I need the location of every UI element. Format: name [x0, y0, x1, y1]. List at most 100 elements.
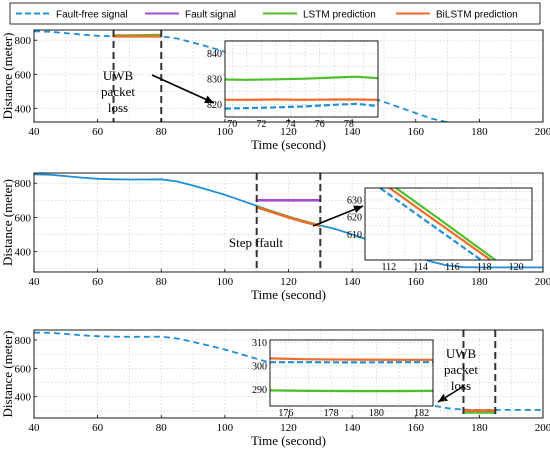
- x-tick-label: 100: [217, 126, 234, 138]
- inset-background: [365, 188, 532, 260]
- arrow-head: [353, 205, 363, 214]
- legend-label: LSTM prediction: [303, 10, 376, 21]
- x-tick-label: 120: [280, 422, 297, 434]
- x-tick-label: 120: [280, 276, 297, 288]
- inset-x-tick-label: 76: [315, 119, 325, 130]
- y-tick-label: 600: [15, 363, 32, 375]
- inset-y-tick-label: 290: [252, 385, 267, 396]
- inset-y-tick-label: 820: [207, 100, 222, 111]
- annotation-text: packet: [444, 362, 478, 377]
- y-tick-label: 600: [15, 212, 32, 224]
- inset-x-tick-label: 74: [286, 119, 296, 130]
- inset-x-tick-label: 176: [278, 408, 293, 419]
- x-tick-label: 140: [344, 126, 361, 138]
- annotation-text: UWB: [103, 68, 134, 83]
- annotation-text: packet: [101, 84, 135, 99]
- x-tick-label: 140: [344, 276, 361, 288]
- x-tick-label: 40: [29, 422, 41, 434]
- x-axis-label: Time (second): [251, 137, 326, 152]
- inset-x-tick-label: 120: [509, 262, 524, 273]
- x-tick-label: 160: [408, 422, 425, 434]
- legend-label: Fault signal: [185, 10, 236, 21]
- inset-line-lstm-prediction: [394, 188, 497, 260]
- annotation-text: UWB: [446, 346, 477, 361]
- annotation-text: loss: [451, 378, 471, 393]
- x-tick-label: 180: [471, 422, 488, 434]
- legend-label: BiLSTM prediction: [436, 10, 518, 21]
- annotation: Step ffault: [229, 205, 364, 250]
- inset-x-tick-label: 70: [227, 119, 237, 130]
- legend-item: Fault signal: [145, 10, 236, 21]
- x-tick-label: 100: [217, 276, 234, 288]
- y-tick-label: 400: [15, 392, 32, 404]
- inset-x-tick-label: 116: [445, 262, 460, 273]
- inset-x-tick-label: 112: [382, 262, 397, 273]
- x-tick-label: 120: [280, 126, 297, 138]
- inset-x-tick-label: 72: [256, 119, 266, 130]
- annotation-text: loss: [108, 100, 128, 115]
- arrow-head: [204, 95, 214, 103]
- inset-line-lstm-prediction: [270, 389, 433, 393]
- series-line-bilstm-prediction: [256, 205, 321, 228]
- chart-panel-2: 40 60 80 100 120 140 160 180 200 400 600 800 Time (s…: [0, 172, 550, 302]
- y-axis-label: Distance (meter): [0, 331, 15, 418]
- inset-y-tick-label: 840: [207, 49, 222, 60]
- inset-y-tick-label: 830: [207, 75, 222, 86]
- inset-x-tick-label: 180: [369, 408, 384, 419]
- series-line-fault-free-signal: [34, 331, 543, 411]
- y-tick-label: 400: [15, 247, 32, 259]
- x-tick-label: 80: [156, 422, 168, 434]
- x-tick-label: 40: [29, 276, 41, 288]
- inset-zoom: 70 72 74 76 78 820 830 840: [207, 40, 379, 130]
- inset-zoom: 176 178 180 182 290 300 310: [252, 330, 445, 419]
- inset-y-tick-label: 610: [347, 230, 362, 241]
- x-tick-label: 100: [217, 422, 234, 434]
- y-tick-label: 400: [15, 103, 32, 115]
- inset-line-lstm-prediction: [225, 75, 378, 81]
- x-axis-label: Time (second): [251, 433, 326, 448]
- inset-frame: [224, 40, 379, 118]
- chart-panel-1: 40 60 80 100 120 140 160 180 200 400 600 800 Time (s…: [0, 29, 550, 152]
- annotation-text: Step ffault: [229, 235, 284, 250]
- inset-x-tick-label: 114: [413, 262, 428, 273]
- x-tick-label: 80: [156, 276, 168, 288]
- x-tick-label: 160: [408, 126, 425, 138]
- inset-frame: [269, 339, 434, 407]
- inset-x-tick-label: 118: [477, 262, 492, 273]
- x-tick-label: 180: [471, 276, 488, 288]
- x-tick-label: 80: [156, 126, 168, 138]
- x-tick-label: 200: [535, 422, 550, 434]
- x-tick-label: 160: [408, 276, 425, 288]
- x-tick-label: 180: [471, 126, 488, 138]
- annotation-arrow: [151, 74, 215, 104]
- x-tick-label: 60: [92, 422, 104, 434]
- inset-x-tick-label: 178: [324, 408, 339, 419]
- legend-item: BiLSTM prediction: [396, 10, 518, 21]
- x-tick-label: 140: [344, 422, 361, 434]
- x-tick-label: 60: [92, 276, 104, 288]
- y-tick-label: 800: [15, 178, 32, 190]
- inset-background: [270, 340, 433, 406]
- x-tick-label: 200: [535, 276, 550, 288]
- inset-line-fault-free-signal: [378, 188, 482, 260]
- inset-y-tick-label: 620: [347, 213, 362, 224]
- y-axis-label: Distance (meter): [0, 179, 15, 266]
- legend-item: LSTM prediction: [263, 10, 376, 21]
- x-tick-label: 60: [92, 126, 104, 138]
- inset-y-tick-label: 310: [252, 338, 267, 349]
- inset-y-tick-label: 300: [252, 361, 267, 372]
- inset-frame: [364, 187, 533, 261]
- y-axis-label: Distance (meter): [0, 33, 15, 120]
- inset-line-bilstm-prediction: [387, 188, 492, 260]
- inset-x-tick-label: 78: [344, 119, 354, 130]
- x-tick-label: 40: [29, 126, 41, 138]
- inset-x-tick-label: 182: [414, 408, 429, 419]
- y-tick-label: 600: [15, 69, 32, 81]
- x-axis-label: Time (second): [251, 287, 326, 302]
- legend-label: Fault-free signal: [56, 10, 128, 21]
- inset-series: [378, 188, 497, 260]
- arrow-head: [438, 393, 448, 402]
- legend-item: Fault-free signal: [16, 10, 128, 21]
